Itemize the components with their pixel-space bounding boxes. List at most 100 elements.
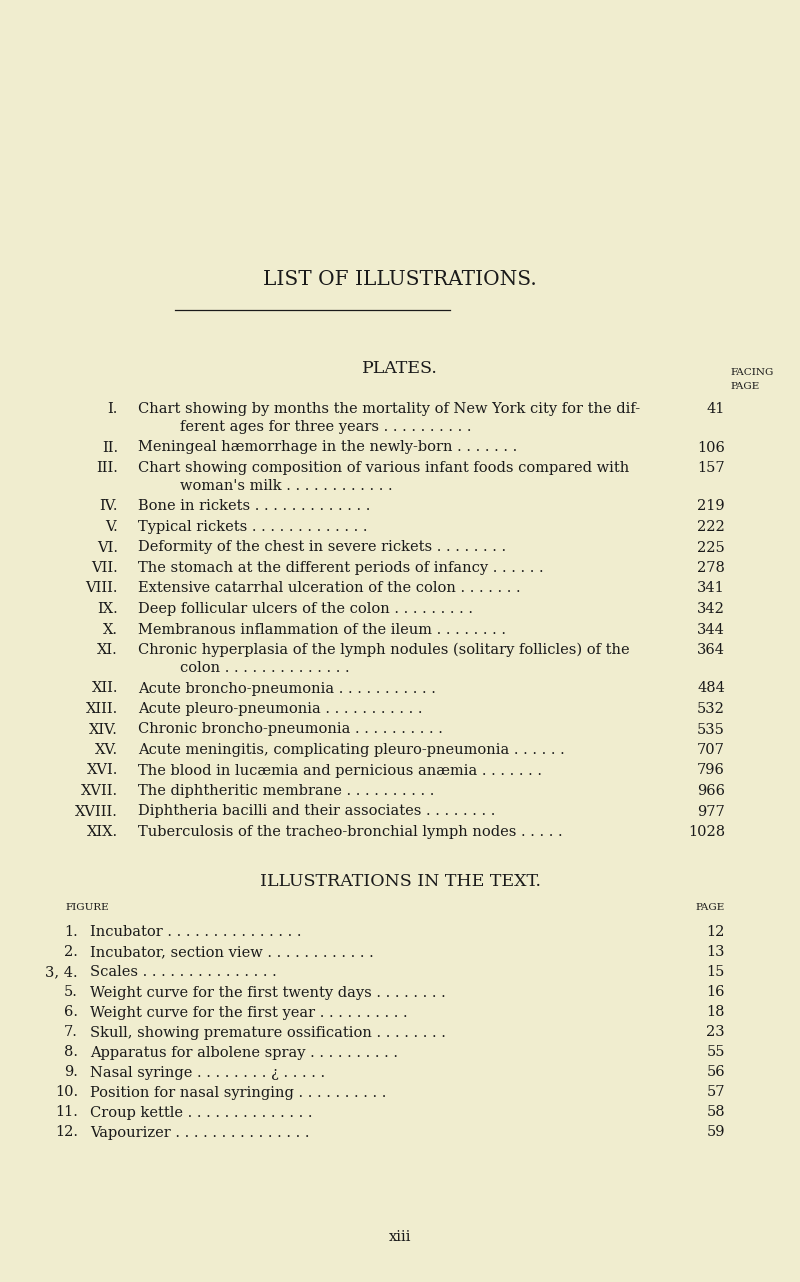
Text: The stomach at the different periods of infancy . . . . . .: The stomach at the different periods of … bbox=[138, 562, 544, 576]
Text: 3, 4.: 3, 4. bbox=[46, 965, 78, 979]
Text: xiii: xiii bbox=[389, 1229, 411, 1244]
Text: 15: 15 bbox=[706, 965, 725, 979]
Text: XVI.: XVI. bbox=[86, 764, 118, 777]
Text: Weight curve for the first year . . . . . . . . . .: Weight curve for the first year . . . . … bbox=[90, 1005, 408, 1019]
Text: VI.: VI. bbox=[97, 541, 118, 555]
Text: 41: 41 bbox=[706, 403, 725, 415]
Text: Skull, showing premature ossification . . . . . . . .: Skull, showing premature ossification . … bbox=[90, 1026, 446, 1040]
Text: Acute broncho-pneumonia . . . . . . . . . . .: Acute broncho-pneumonia . . . . . . . . … bbox=[138, 682, 436, 696]
Text: I.: I. bbox=[108, 403, 118, 415]
Text: Chronic hyperplasia of the lymph nodules (solitary follicles) of the: Chronic hyperplasia of the lymph nodules… bbox=[138, 644, 630, 658]
Text: The blood in lucæmia and pernicious anæmia . . . . . . .: The blood in lucæmia and pernicious anæm… bbox=[138, 764, 542, 777]
Text: 12.: 12. bbox=[55, 1126, 78, 1140]
Text: 707: 707 bbox=[697, 744, 725, 756]
Text: 16: 16 bbox=[706, 986, 725, 1000]
Text: 1028: 1028 bbox=[688, 826, 725, 838]
Text: 106: 106 bbox=[697, 441, 725, 455]
Text: 18: 18 bbox=[706, 1005, 725, 1019]
Text: FIGURE: FIGURE bbox=[65, 904, 109, 913]
Text: LIST OF ILLUSTRATIONS.: LIST OF ILLUSTRATIONS. bbox=[263, 271, 537, 288]
Text: PAGE: PAGE bbox=[730, 382, 759, 391]
Text: 13: 13 bbox=[706, 946, 725, 959]
Text: ILLUSTRATIONS IN THE TEXT.: ILLUSTRATIONS IN THE TEXT. bbox=[259, 873, 541, 891]
Text: VII.: VII. bbox=[91, 562, 118, 576]
Text: Croup kettle . . . . . . . . . . . . . .: Croup kettle . . . . . . . . . . . . . . bbox=[90, 1105, 313, 1119]
Text: Apparatus for albolene spray . . . . . . . . . .: Apparatus for albolene spray . . . . . .… bbox=[90, 1046, 398, 1059]
Text: 12: 12 bbox=[706, 926, 725, 940]
Text: Bone in rickets . . . . . . . . . . . . .: Bone in rickets . . . . . . . . . . . . … bbox=[138, 500, 370, 514]
Text: X.: X. bbox=[103, 623, 118, 636]
Text: 58: 58 bbox=[706, 1105, 725, 1119]
Text: 796: 796 bbox=[697, 764, 725, 777]
Text: XVII.: XVII. bbox=[81, 785, 118, 797]
Text: 6.: 6. bbox=[64, 1005, 78, 1019]
Text: Meningeal hæmorrhage in the newly-born . . . . . . .: Meningeal hæmorrhage in the newly-born .… bbox=[138, 441, 518, 455]
Text: Extensive catarrhal ulceration of the colon . . . . . . .: Extensive catarrhal ulceration of the co… bbox=[138, 582, 521, 596]
Text: Typical rickets . . . . . . . . . . . . .: Typical rickets . . . . . . . . . . . . … bbox=[138, 520, 367, 535]
Text: 532: 532 bbox=[697, 703, 725, 717]
Text: 222: 222 bbox=[698, 520, 725, 535]
Text: Deformity of the chest in severe rickets . . . . . . . .: Deformity of the chest in severe rickets… bbox=[138, 541, 506, 555]
Text: 342: 342 bbox=[697, 603, 725, 615]
Text: 9.: 9. bbox=[64, 1065, 78, 1079]
Text: Chart showing composition of various infant foods compared with: Chart showing composition of various inf… bbox=[138, 462, 630, 476]
Text: IX.: IX. bbox=[98, 603, 118, 615]
Text: XVIII.: XVIII. bbox=[75, 805, 118, 818]
Text: 535: 535 bbox=[697, 723, 725, 736]
Text: 225: 225 bbox=[698, 541, 725, 555]
Text: 11.: 11. bbox=[55, 1105, 78, 1119]
Text: Position for nasal syringing . . . . . . . . . .: Position for nasal syringing . . . . . .… bbox=[90, 1086, 386, 1100]
Text: 484: 484 bbox=[697, 682, 725, 696]
Text: Chronic broncho-pneumonia . . . . . . . . . .: Chronic broncho-pneumonia . . . . . . . … bbox=[138, 723, 443, 736]
Text: XI.: XI. bbox=[98, 644, 118, 656]
Text: Scales . . . . . . . . . . . . . . .: Scales . . . . . . . . . . . . . . . bbox=[90, 965, 277, 979]
Text: 364: 364 bbox=[697, 644, 725, 656]
Text: Diphtheria bacilli and their associates . . . . . . . .: Diphtheria bacilli and their associates … bbox=[138, 805, 495, 818]
Text: 55: 55 bbox=[706, 1046, 725, 1059]
Text: Chart showing by months the mortality of New York city for the dif-: Chart showing by months the mortality of… bbox=[138, 403, 640, 415]
Text: XIX.: XIX. bbox=[87, 826, 118, 838]
Text: 57: 57 bbox=[706, 1086, 725, 1100]
Text: XIV.: XIV. bbox=[89, 723, 118, 736]
Text: 5.: 5. bbox=[64, 986, 78, 1000]
Text: PAGE: PAGE bbox=[696, 904, 725, 913]
Text: 8.: 8. bbox=[64, 1046, 78, 1059]
Text: 10.: 10. bbox=[55, 1086, 78, 1100]
Text: 23: 23 bbox=[706, 1026, 725, 1040]
Text: woman's milk . . . . . . . . . . . .: woman's milk . . . . . . . . . . . . bbox=[180, 479, 393, 494]
Text: PLATES.: PLATES. bbox=[362, 360, 438, 377]
Text: Acute pleuro-pneumonia . . . . . . . . . . .: Acute pleuro-pneumonia . . . . . . . . .… bbox=[138, 703, 422, 717]
Text: ferent ages for three years . . . . . . . . . .: ferent ages for three years . . . . . . … bbox=[180, 420, 471, 435]
Text: Nasal syringe . . . . . . . . ¿ . . . . .: Nasal syringe . . . . . . . . ¿ . . . . … bbox=[90, 1065, 325, 1079]
Text: V.: V. bbox=[106, 520, 118, 535]
Text: II.: II. bbox=[102, 441, 118, 455]
Text: Incubator, section view . . . . . . . . . . . .: Incubator, section view . . . . . . . . … bbox=[90, 946, 374, 959]
Text: 56: 56 bbox=[706, 1065, 725, 1079]
Text: Acute meningitis, complicating pleuro-pneumonia . . . . . .: Acute meningitis, complicating pleuro-pn… bbox=[138, 744, 565, 756]
Text: VIII.: VIII. bbox=[86, 582, 118, 596]
Text: Incubator . . . . . . . . . . . . . . .: Incubator . . . . . . . . . . . . . . . bbox=[90, 926, 302, 940]
Text: Tuberculosis of the tracheo-bronchial lymph nodes . . . . .: Tuberculosis of the tracheo-bronchial ly… bbox=[138, 826, 562, 838]
Text: III.: III. bbox=[96, 462, 118, 476]
Text: XII.: XII. bbox=[91, 682, 118, 696]
Text: 344: 344 bbox=[697, 623, 725, 636]
Text: IV.: IV. bbox=[99, 500, 118, 514]
Text: Vapourizer . . . . . . . . . . . . . . .: Vapourizer . . . . . . . . . . . . . . . bbox=[90, 1126, 310, 1140]
Text: 977: 977 bbox=[698, 805, 725, 818]
Text: Membranous inflammation of the ileum . . . . . . . .: Membranous inflammation of the ileum . .… bbox=[138, 623, 506, 636]
Text: XV.: XV. bbox=[95, 744, 118, 756]
Text: colon . . . . . . . . . . . . . .: colon . . . . . . . . . . . . . . bbox=[180, 662, 350, 676]
Text: 59: 59 bbox=[706, 1126, 725, 1140]
Text: 157: 157 bbox=[698, 462, 725, 476]
Text: 2.: 2. bbox=[64, 946, 78, 959]
Text: FACING: FACING bbox=[730, 368, 774, 377]
Text: 341: 341 bbox=[698, 582, 725, 596]
Text: Weight curve for the first twenty days . . . . . . . .: Weight curve for the first twenty days .… bbox=[90, 986, 446, 1000]
Text: 1.: 1. bbox=[64, 926, 78, 940]
Text: 966: 966 bbox=[697, 785, 725, 797]
Text: The diphtheritic membrane . . . . . . . . . .: The diphtheritic membrane . . . . . . . … bbox=[138, 785, 434, 797]
Text: Deep follicular ulcers of the colon . . . . . . . . .: Deep follicular ulcers of the colon . . … bbox=[138, 603, 473, 615]
Text: XIII.: XIII. bbox=[86, 703, 118, 717]
Text: 278: 278 bbox=[697, 562, 725, 576]
Text: 219: 219 bbox=[698, 500, 725, 514]
